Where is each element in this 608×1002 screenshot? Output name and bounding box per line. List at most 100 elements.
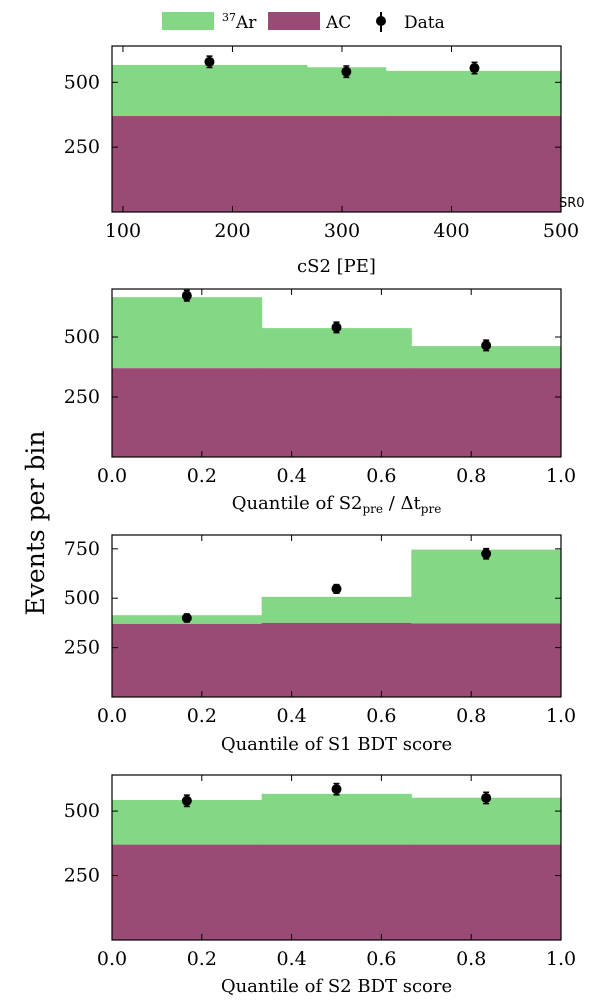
bar-ac-1 <box>112 844 263 940</box>
y-tick-label-2: 500 <box>64 71 100 93</box>
data-point-2 <box>331 583 342 595</box>
x-tick-label-2: 0.2 <box>187 465 217 487</box>
data-point-1 <box>181 794 192 808</box>
bar-ac-1 <box>112 116 308 212</box>
x-tick-label-1: 0.0 <box>97 948 127 970</box>
legend: 37Ar AC Data <box>162 11 445 33</box>
legend-swatch-ar37 <box>162 12 214 30</box>
bar-ac-3 <box>385 116 562 212</box>
x-axis-label: Quantile of S2pre / Δtpre <box>232 493 442 516</box>
y-tick-label-1: 250 <box>64 865 100 887</box>
data-marker <box>469 63 480 74</box>
data-point-3 <box>481 547 492 560</box>
x-axis-label: Quantile of S2 BDT score <box>221 976 452 997</box>
x-axis-label-part: Quantile of S2 <box>232 493 363 514</box>
bar-ar37-1 <box>112 297 263 369</box>
x-axis-label: cS2 [PE] <box>297 256 376 277</box>
bar-ac-2 <box>261 368 412 457</box>
y-tick-label-2: 500 <box>64 587 100 609</box>
axes-frame <box>111 534 562 698</box>
data-marker <box>481 340 492 351</box>
x-tick-label-3: 300 <box>324 220 360 242</box>
bar-ar37-3 <box>411 346 562 369</box>
data-point-3 <box>481 339 492 352</box>
y-tick-label-2: 500 <box>64 326 100 348</box>
panel-annotation: SR0 <box>559 196 585 211</box>
legend-swatch-ac <box>268 12 320 30</box>
bar-ac-2 <box>306 116 387 212</box>
data-marker <box>331 583 342 594</box>
x-tick-label-5: 0.8 <box>456 705 486 727</box>
data-point-2 <box>331 782 342 796</box>
legend-label-ar37: 37Ar <box>222 11 257 33</box>
bar-ar37-3 <box>411 549 562 624</box>
x-axis-label-sub: pre <box>363 502 384 516</box>
panel-4: 0.0 0.2 0.4 0.6 0.8 1.0 250 500 Quantile of S2 B… <box>64 774 576 997</box>
y-axis-label: Events per bin <box>21 431 50 616</box>
x-tick-label-6: 1.0 <box>546 948 576 970</box>
bar-ac-1 <box>112 368 263 457</box>
data-point-2 <box>341 65 352 79</box>
y-tick-label-3: 750 <box>64 538 100 560</box>
panel-3: 0.0 0.2 0.4 0.6 0.8 1.0 250 500 750 Quantile of S… <box>64 534 576 755</box>
data-point-2 <box>331 321 342 334</box>
bar-ac-2 <box>261 622 412 697</box>
x-tick-label-3: 0.4 <box>276 705 306 727</box>
x-axis-label-sub: pre <box>421 502 442 516</box>
bar-ac-3 <box>411 368 562 457</box>
data-marker <box>481 792 492 803</box>
bar-ar37-3 <box>385 70 562 117</box>
bar-ar37-3 <box>411 797 562 845</box>
legend-label-ac: AC <box>325 13 351 33</box>
bar-ar37-2 <box>261 596 412 623</box>
bar-ar37-1 <box>112 64 308 117</box>
y-tick-label-1: 250 <box>64 637 100 659</box>
legend-label-ar37-text: Ar <box>235 13 257 33</box>
x-tick-label-3: 0.4 <box>276 948 306 970</box>
panel-1: 100 200 300 400 500 250 500 cS2 [PE] SR0 <box>64 45 585 277</box>
data-point-1 <box>181 289 192 302</box>
x-tick-label-5: 0.8 <box>456 948 486 970</box>
axes-frame <box>111 288 562 458</box>
y-tick-label-1: 250 <box>64 136 100 158</box>
y-tick-label-1: 250 <box>64 386 100 408</box>
x-tick-label-5: 0.8 <box>456 465 486 487</box>
bar-ar37-2 <box>261 793 412 845</box>
legend-label-ar37-sup: 37 <box>222 11 236 24</box>
bar-ac-1 <box>112 623 263 697</box>
data-marker <box>181 795 192 806</box>
x-tick-label-5: 500 <box>543 220 579 242</box>
bar-ar37-2 <box>261 328 412 369</box>
x-tick-label-4: 0.6 <box>366 705 396 727</box>
x-axis-label-part: / Δt <box>383 493 422 514</box>
x-tick-label-3: 0.4 <box>276 465 306 487</box>
x-tick-label-1: 0.0 <box>97 705 127 727</box>
x-tick-label-6: 1.0 <box>546 465 576 487</box>
bar-ac-3 <box>411 844 562 940</box>
x-tick-label-6: 1.0 <box>546 705 576 727</box>
data-marker <box>181 612 192 623</box>
data-marker <box>331 322 342 333</box>
bar-ac-3 <box>411 623 562 697</box>
legend-marker-data <box>376 12 386 32</box>
data-point-1 <box>204 55 215 69</box>
data-marker <box>181 290 192 301</box>
x-tick-label-2: 200 <box>214 220 250 242</box>
x-tick-label-1: 100 <box>105 220 141 242</box>
x-tick-label-4: 0.6 <box>366 465 396 487</box>
data-marker <box>341 66 352 77</box>
axes-frame <box>111 45 562 213</box>
data-point-1 <box>181 612 192 623</box>
x-axis-label: Quantile of S1 BDT score <box>221 734 452 755</box>
data-marker <box>331 784 342 795</box>
x-tick-label-2: 0.2 <box>187 948 217 970</box>
x-tick-label-2: 0.2 <box>187 705 217 727</box>
data-point-3 <box>469 61 480 75</box>
bar-ar37-1 <box>112 800 263 845</box>
data-point-3 <box>481 791 492 805</box>
axes-frame <box>111 774 562 941</box>
data-marker <box>481 548 492 559</box>
